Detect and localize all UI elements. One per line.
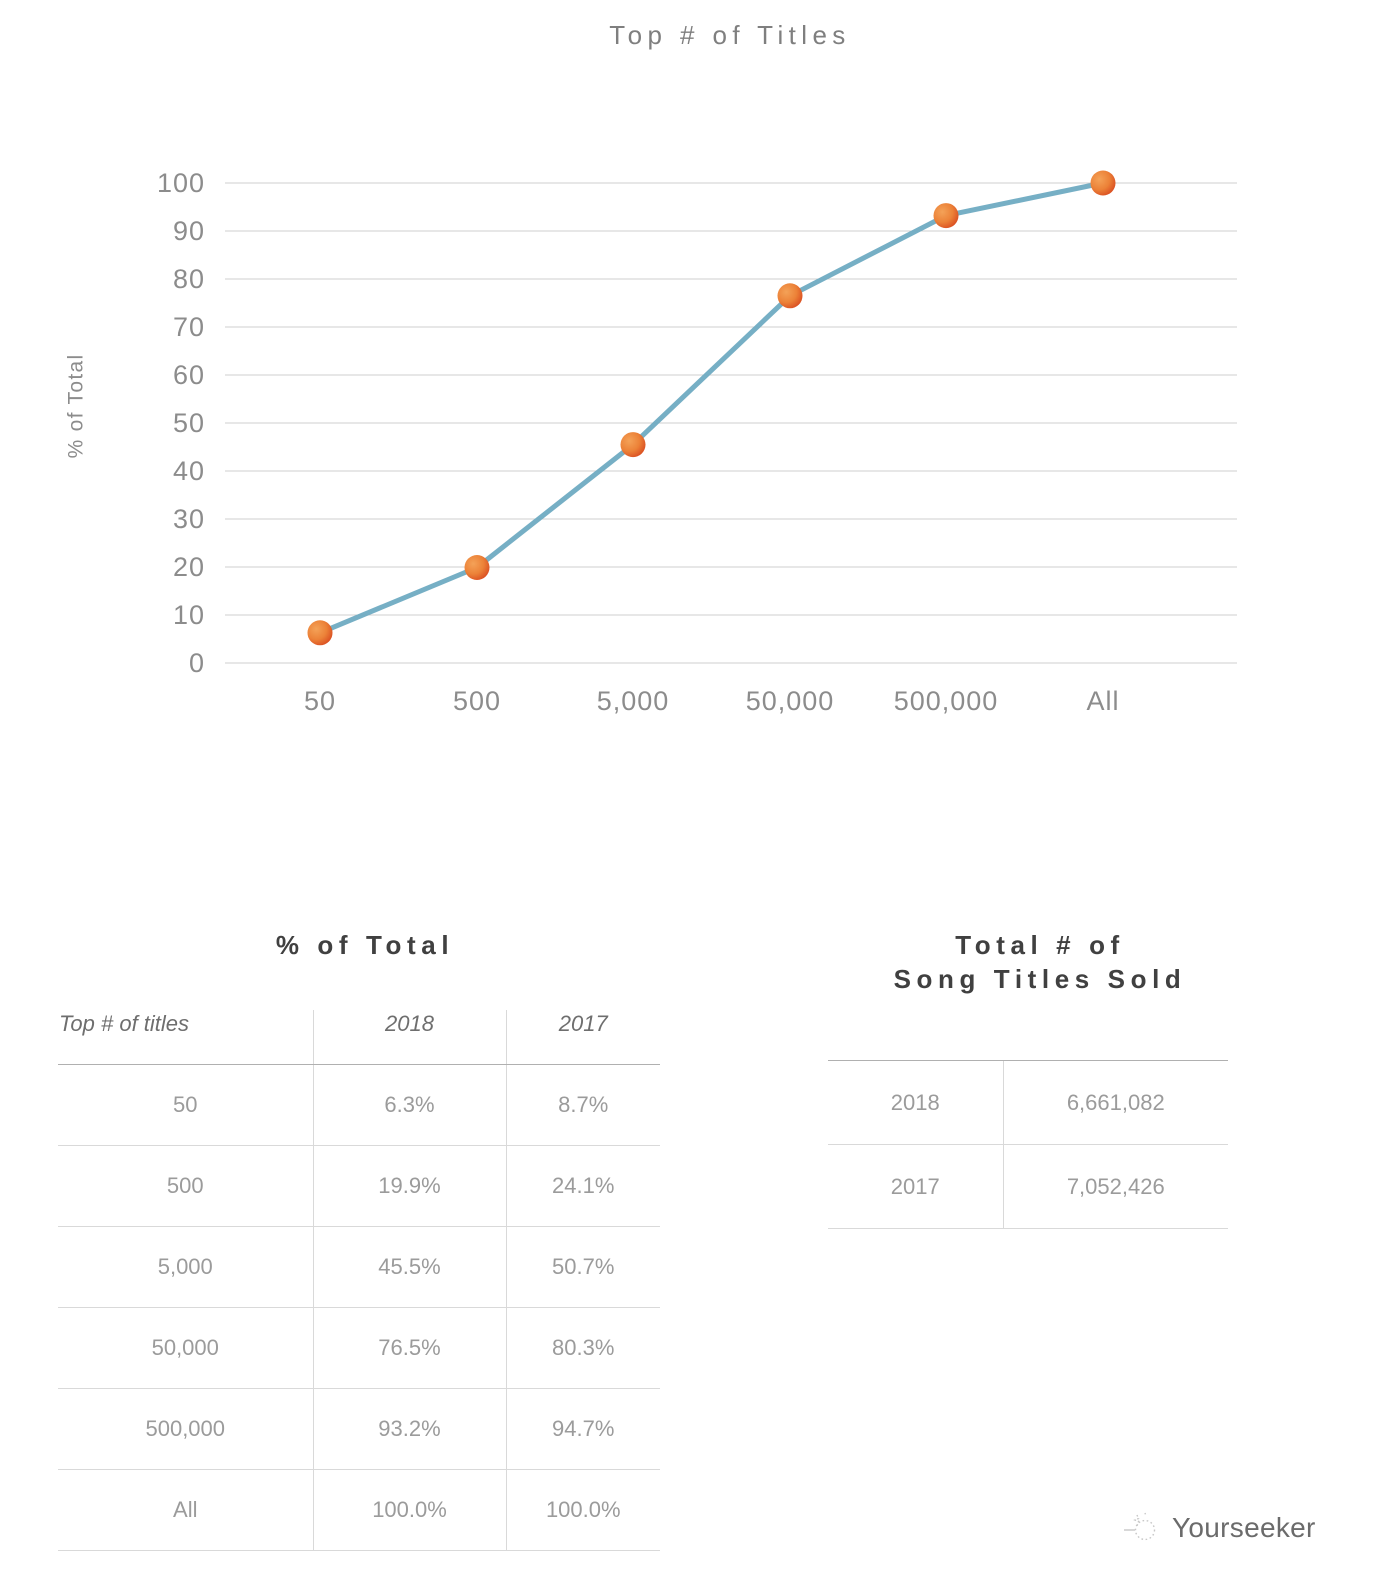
svg-text:10: 10 <box>173 600 205 630</box>
svg-text:70: 70 <box>173 312 205 342</box>
svg-text:5,000: 5,000 <box>597 686 670 716</box>
svg-text:0: 0 <box>189 648 205 678</box>
svg-text:All: All <box>1086 686 1119 716</box>
svg-text:40: 40 <box>173 456 205 486</box>
svg-text:30: 30 <box>173 504 205 534</box>
svg-text:50: 50 <box>173 408 205 438</box>
svg-text:60: 60 <box>173 360 205 390</box>
svg-text:500: 500 <box>453 686 501 716</box>
svg-text:50: 50 <box>304 686 336 716</box>
svg-text:100: 100 <box>157 168 205 198</box>
svg-text:20: 20 <box>173 552 205 582</box>
svg-text:50,000: 50,000 <box>746 686 835 716</box>
svg-text:80: 80 <box>173 264 205 294</box>
svg-text:500,000: 500,000 <box>894 686 999 716</box>
svg-text:90: 90 <box>173 216 205 246</box>
